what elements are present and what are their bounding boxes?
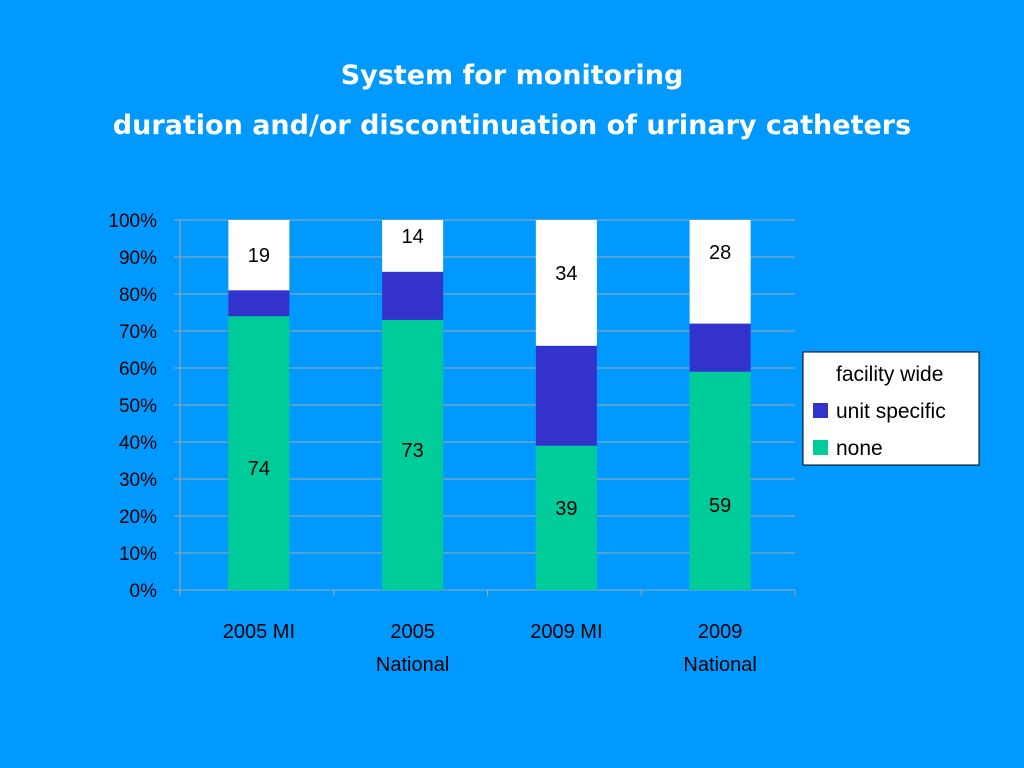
x-category-label: National [376, 654, 449, 676]
bar-unit-specific [689, 323, 751, 372]
x-category-label: 2005 MI [223, 621, 295, 643]
data-label: 39 [555, 498, 577, 520]
legend-swatch [813, 366, 828, 381]
bar-unit-specific [228, 290, 290, 317]
y-tick-label: 70% [119, 322, 157, 343]
y-tick-label: 20% [119, 507, 157, 528]
data-label: 73 [402, 440, 424, 462]
y-tick-label: 90% [119, 248, 157, 269]
data-label: 59 [709, 495, 731, 517]
x-category-label: 2009 MI [530, 621, 602, 643]
bar-none [689, 371, 751, 590]
bar-unit-specific [382, 271, 444, 320]
bar-facility-wide [535, 220, 597, 346]
x-category-label: 2009 [698, 621, 743, 643]
data-label: 28 [709, 242, 731, 264]
y-tick-label: 50% [119, 396, 157, 417]
chart-title-line-1: System for monitoring [340, 60, 684, 91]
legend-swatch [813, 440, 828, 455]
y-tick-label: 0% [130, 581, 158, 602]
bar-unit-specific [535, 345, 597, 446]
y-tick-label: 10% [119, 544, 157, 565]
bar-facility-wide [228, 220, 290, 291]
legend-label: unit specific [836, 400, 946, 423]
chart-title-line-2: duration and/or discontinuation of urina… [112, 110, 912, 141]
y-tick-label: 100% [108, 211, 157, 232]
bar-none [382, 319, 444, 590]
bar-facility-wide [382, 220, 444, 272]
data-label: 74 [248, 458, 270, 480]
data-label: 34 [555, 263, 577, 285]
legend: facility wide unit specific none [802, 351, 980, 466]
y-tick-label: 40% [119, 433, 157, 454]
legend-box [802, 351, 980, 466]
x-category-label: 2005 [390, 621, 435, 643]
data-label: 14 [402, 226, 424, 248]
bar-none [535, 445, 597, 590]
bar-none [228, 316, 290, 590]
y-tick-label: 30% [119, 470, 157, 491]
x-category-label: National [683, 654, 756, 676]
y-tick-label: 60% [119, 359, 157, 380]
bar-facility-wide [689, 220, 751, 324]
data-label: 19 [248, 245, 270, 267]
legend-swatch [813, 403, 828, 418]
legend-label: none [836, 437, 883, 460]
legend-label: facility wide [836, 363, 943, 386]
y-tick-label: 80% [119, 285, 157, 306]
